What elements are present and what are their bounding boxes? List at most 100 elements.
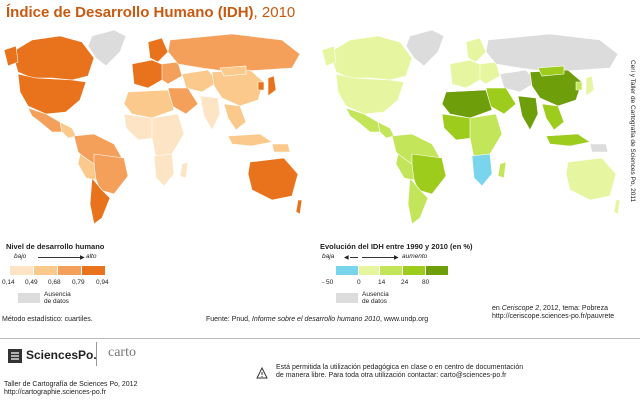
- china: [211, 69, 265, 107]
- russia: [485, 33, 619, 73]
- legend-left-no-data-label: Ausencia de datos: [44, 291, 71, 306]
- legend-right-tick-4: 80: [422, 279, 430, 286]
- southern-africa: [471, 153, 493, 187]
- southeast-asia: [541, 103, 565, 131]
- legend-right-swatch-3: [403, 266, 425, 275]
- greenland: [87, 29, 127, 67]
- bolivia-peru: [77, 153, 97, 181]
- reference-prefix: en: [492, 305, 502, 312]
- japan: [585, 75, 595, 97]
- legend-right-arrow-left: ◀: [344, 255, 349, 261]
- sciencespo-emblem-icon: [8, 349, 22, 363]
- legend-left-arrow-line: [38, 257, 82, 258]
- legend-right-swatch-0: [336, 266, 358, 275]
- legend-right-no-data-label: Ausencia de datos: [362, 291, 389, 306]
- footer-divider: [0, 338, 640, 339]
- southern-africa: [153, 153, 175, 187]
- legend-right-high: aumento: [402, 253, 428, 260]
- legend-left-title: Nivel de desarrollo humano: [6, 242, 105, 251]
- bolivia-peru: [395, 153, 415, 181]
- footer-workshop: Taller de Cartografía de Sciences Po, 20…: [4, 381, 138, 388]
- north-africa: [441, 89, 493, 119]
- source-note: Fuente: Pnud, Informe sobre el desarroll…: [206, 316, 428, 324]
- sciencespo-logo: SciencesPo.: [26, 348, 97, 362]
- reference-title: Ceriscope 2: [501, 305, 540, 312]
- japan: [267, 75, 277, 97]
- legend-left-swatch-0: [10, 266, 33, 275]
- central-east-africa: [151, 113, 185, 159]
- western-europe: [449, 59, 485, 89]
- legend-right-tick-2: 14: [378, 279, 386, 286]
- usage-notice: Está permitida la utilización pedagógica…: [276, 364, 523, 380]
- map-title: Índice de Desarrollo Humano (IDH), 2010: [6, 4, 295, 21]
- legend-left-swatch-2: [58, 266, 81, 275]
- mexico: [27, 107, 63, 133]
- legend-right-arrow-right: ▶: [394, 255, 399, 261]
- papua: [271, 143, 291, 153]
- method-note: Método estadístico: cuartiles.: [2, 316, 93, 323]
- central-america: [59, 121, 77, 139]
- central-east-africa: [469, 113, 503, 159]
- reference-suffix: , 2012, tema: Pobreza: [539, 305, 608, 312]
- usa: [335, 73, 405, 115]
- source-title: Informe sobre el desarrollo humano 2010: [251, 316, 380, 323]
- usa: [17, 73, 87, 115]
- papua: [589, 143, 609, 153]
- legend-right-arrow-right-line: [362, 257, 396, 258]
- side-credit-text: Ceri y Taller de Cartografía de Sciences…: [629, 60, 636, 203]
- legend-left-tick-1: 0,49: [25, 279, 38, 286]
- new-zealand: [613, 199, 620, 215]
- hdi-level-map-svg: [3, 29, 302, 225]
- korea: [257, 81, 265, 91]
- alaska: [321, 45, 337, 67]
- legend-right-no-data-line2: de datos: [362, 298, 387, 306]
- hdi-evolution-map: [320, 18, 620, 230]
- canada: [11, 35, 95, 81]
- central-asia: [181, 69, 219, 93]
- india: [199, 95, 221, 131]
- legend-right-tick-1: 0: [357, 279, 361, 286]
- legend-left-tick-0: 0,14: [2, 279, 15, 286]
- korea: [575, 81, 583, 91]
- southeast-asia: [223, 103, 247, 131]
- footer-credit: Taller de Cartografía de Sciences Po, 20…: [4, 381, 137, 397]
- madagascar: [497, 161, 507, 179]
- map-title-year: , 2010: [253, 4, 296, 21]
- australia: [565, 157, 617, 201]
- mexico: [345, 107, 381, 133]
- legend-right-swatch-2: [380, 266, 402, 275]
- carto-logo: carto: [108, 345, 136, 360]
- legend-left-no-data-swatch: [18, 293, 40, 303]
- india: [517, 95, 539, 131]
- scandinavia: [465, 37, 487, 63]
- legend-right-swatch-1: [359, 266, 379, 275]
- south-america-south: [89, 177, 111, 225]
- madagascar: [179, 161, 189, 179]
- legend-left-tick-4: 0,94: [96, 279, 109, 286]
- north-africa: [123, 89, 175, 119]
- legend-left-tick-3: 0,79: [72, 279, 85, 286]
- central-asia: [499, 69, 537, 93]
- legend-right-arrow-left-line: [350, 257, 358, 258]
- indonesia: [227, 133, 273, 147]
- mongolia: [537, 65, 565, 77]
- source-prefix: Fuente: Pnud,: [206, 316, 252, 323]
- legend-right-no-data-line1: Ausencia: [362, 291, 389, 298]
- south-america-south: [407, 177, 429, 225]
- legend-left-swatch-1: [34, 266, 57, 275]
- canada: [329, 35, 413, 81]
- west-africa: [123, 113, 155, 141]
- hdi-evolution-map-svg: [321, 29, 620, 225]
- legend-left-tick-2: 0,68: [48, 279, 61, 286]
- legend-left-arrow-head: ▶: [80, 255, 85, 261]
- source-suffix: , www.undp.org: [379, 316, 429, 323]
- legend-right-low: baja: [322, 253, 335, 260]
- legend-right-title: Evolución del IDH entre 1990 y 2010 (en …: [320, 242, 473, 251]
- west-africa: [441, 113, 473, 141]
- scandinavia: [147, 37, 169, 63]
- eastern-europe: [161, 61, 183, 85]
- legend-left-no-data-line2: de datos: [44, 298, 69, 306]
- australia: [247, 157, 299, 201]
- map-title-main: Índice de Desarrollo Humano (IDH): [6, 4, 254, 21]
- footer-url[interactable]: http://cartographie.sciences-po.fr: [4, 389, 106, 397]
